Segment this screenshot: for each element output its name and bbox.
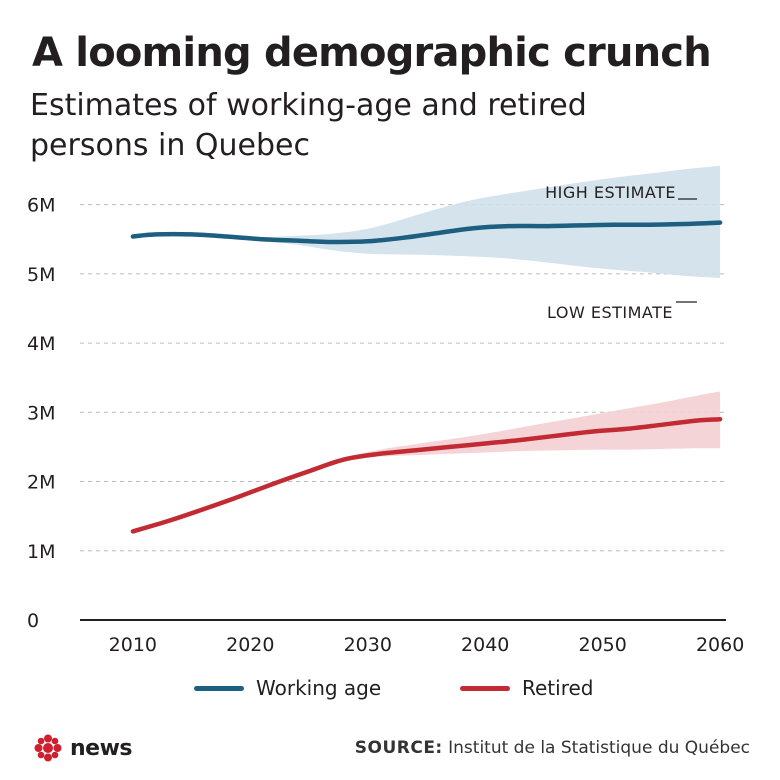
high-estimate-label: HIGH ESTIMATE xyxy=(545,183,676,202)
cbc-logo: news xyxy=(32,734,133,762)
y-tick-label: 3M xyxy=(27,402,55,424)
source-text: Institut de la Statistique du Québec xyxy=(448,738,750,758)
line-layer xyxy=(130,220,723,534)
chart-title: A looming demographic crunch xyxy=(32,30,712,76)
x-tick-label: 2040 xyxy=(461,634,509,656)
x-tick-label: 2010 xyxy=(109,634,157,656)
legend-swatch-working xyxy=(194,685,244,691)
chart-subtitle: Estimates of working-age and retired per… xyxy=(30,88,587,163)
y-tick-label: 2M xyxy=(27,472,55,494)
y-tick-label: 5M xyxy=(27,264,55,286)
legend-item-retired: Retired xyxy=(460,676,593,700)
logo-wordmark: news xyxy=(70,735,133,761)
axis-layer: 0 1M 2M 3M 4M 5M 6M 2010 2020 2030 2040 2050 2060 xyxy=(27,195,744,656)
band-layer xyxy=(132,165,721,532)
x-tick-label: 2060 xyxy=(696,634,744,656)
legend-label-retired: Retired xyxy=(522,676,594,700)
source-label: SOURCE: xyxy=(354,738,443,758)
low-estimate-label: LOW ESTIMATE xyxy=(547,303,673,322)
confidence-band-retired xyxy=(132,391,721,532)
cbc-gem-icon xyxy=(34,734,62,762)
y-tick-label: 0 xyxy=(27,610,39,632)
legend-item-working: Working age xyxy=(194,676,381,700)
y-tick-label: 6M xyxy=(27,195,55,217)
y-tick-label: 1M xyxy=(27,541,55,563)
series-line-retired xyxy=(130,416,723,534)
annotation-layer: HIGH ESTIMATE LOW ESTIMATE xyxy=(545,183,697,322)
legend-label-working: Working age xyxy=(256,676,382,700)
y-tick-label: 4M xyxy=(27,333,55,355)
source-credit: SOURCE: Institut de la Statistique du Qu… xyxy=(355,738,750,758)
confidence-band-working xyxy=(132,165,721,278)
legend-swatch-retired xyxy=(460,685,510,691)
x-tick-label: 2020 xyxy=(226,634,274,656)
series-line-working xyxy=(130,220,723,245)
x-tick-label: 2030 xyxy=(344,634,392,656)
x-tick-label: 2050 xyxy=(578,634,626,656)
